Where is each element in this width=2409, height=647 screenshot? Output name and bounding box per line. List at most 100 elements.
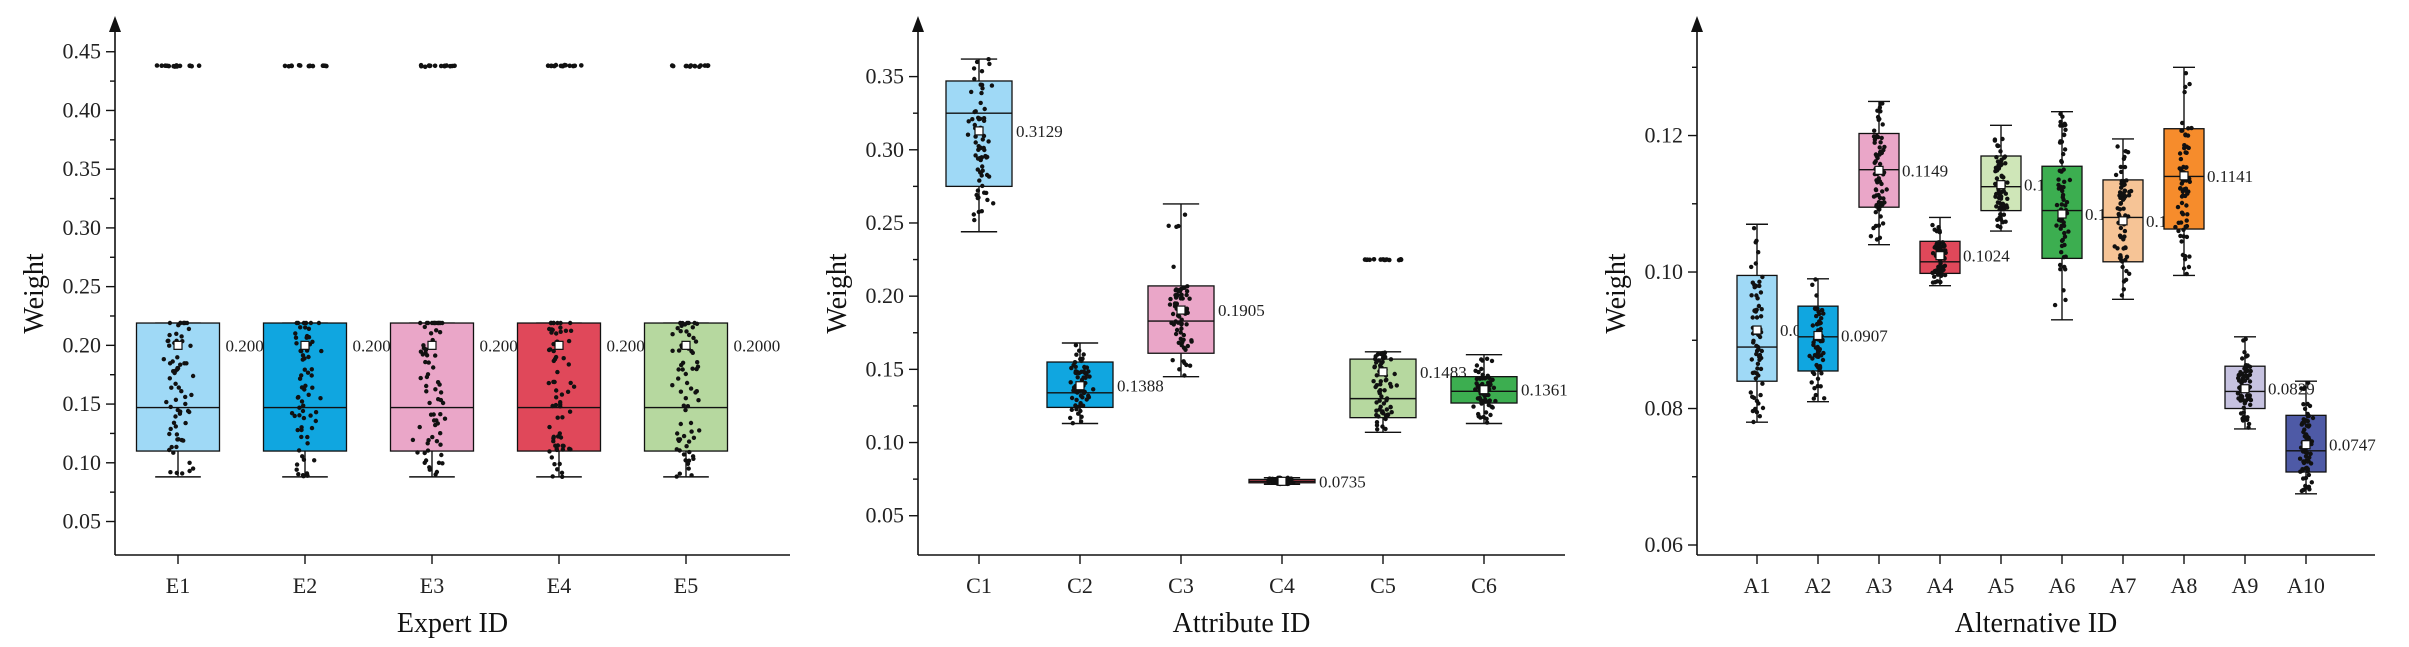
x-tick-label: A6 [2049,573,2076,598]
data-point [1876,192,1881,198]
x-tick-label: E4 [547,573,571,598]
data-point [423,458,429,463]
data-point [2005,180,2010,185]
data-point [2299,386,2304,391]
data-point [1493,398,1498,404]
data-point [2181,234,2186,239]
data-point [2062,230,2067,236]
data-point [1491,385,1497,390]
data-point [2177,151,2183,156]
data-point [2246,425,2251,430]
y-tick-label: 0.05 [63,509,102,534]
data-point [2118,254,2123,260]
data-point [310,339,315,344]
data-point [1490,405,1495,410]
x-axis-label: Alternative ID [1955,608,2118,639]
data-point [558,329,563,334]
data-point [1072,360,1078,365]
data-point [426,360,431,365]
data-point [1760,274,1765,280]
outlier-point [296,63,302,68]
data-point [2122,164,2128,170]
data-point [1177,367,1182,372]
data-point [1817,365,1822,370]
data-point [980,137,985,142]
data-point [1758,392,1763,398]
data-point [1079,414,1084,419]
x-tick-label: E3 [420,573,444,598]
mean-marker [1479,385,1489,395]
data-point [313,410,319,415]
x-tick-label: E1 [166,573,190,598]
data-point [1374,423,1380,428]
data-point [685,404,691,409]
data-point [2122,228,2128,234]
data-point [552,462,557,467]
x-tick-label: C5 [1370,573,1396,598]
mean-value-label: 0.1905 [1218,301,1265,320]
outlier-point [697,64,702,69]
data-point [1377,389,1382,394]
data-point [558,325,563,330]
data-point [294,341,299,346]
data-point [2183,224,2188,229]
data-point [1069,365,1074,371]
y-tick-label: 0.05 [866,503,905,528]
data-point [1757,352,1763,358]
data-point [1070,421,1076,426]
data-point [972,217,977,223]
data-point [1087,374,1092,379]
outlier-point [289,63,294,68]
data-point [2180,193,2186,198]
data-point [189,392,194,398]
data-point [1382,388,1387,393]
data-point [559,470,565,475]
data-point [1081,390,1087,396]
x-tick-label: A9 [2232,573,2259,598]
data-point [971,66,977,71]
data-point [1488,412,1493,418]
data-point [1185,284,1190,289]
data-point [2001,212,2007,217]
data-point [2308,461,2314,466]
data-point [1930,270,1935,275]
data-point [2127,271,2132,276]
data-point [678,421,683,427]
data-point [2300,488,2305,493]
data-point [1875,204,1881,209]
data-point [431,418,437,423]
outlier-point [1383,257,1388,263]
data-point [183,420,188,426]
data-point [1936,240,1941,245]
data-point [438,390,444,395]
data-point [1756,401,1761,406]
data-point [1084,397,1089,402]
data-point [1880,122,1885,127]
data-point [2182,257,2188,262]
data-point [1482,393,1488,399]
data-point [319,348,324,354]
data-point [2058,111,2063,117]
data-point [2054,202,2060,208]
data-point [1175,293,1181,298]
data-point [679,362,684,368]
data-point [1184,292,1189,298]
data-point [1760,381,1765,386]
y-tick-label: 0.25 [63,274,102,299]
data-point [1811,396,1817,401]
data-point [565,389,571,394]
data-point [973,153,978,158]
data-point [1997,207,2002,212]
data-point [183,401,188,407]
data-point [972,76,977,82]
data-point [427,400,432,406]
data-point [2063,127,2068,132]
data-point [2061,132,2067,138]
data-point [678,329,683,334]
y-tick-label: 0.35 [63,156,102,181]
data-point [1748,390,1754,395]
data-point [1821,311,1826,316]
data-point [1080,395,1085,400]
y-tick-label: 0.10 [1645,259,1684,284]
data-point [1998,149,2003,154]
